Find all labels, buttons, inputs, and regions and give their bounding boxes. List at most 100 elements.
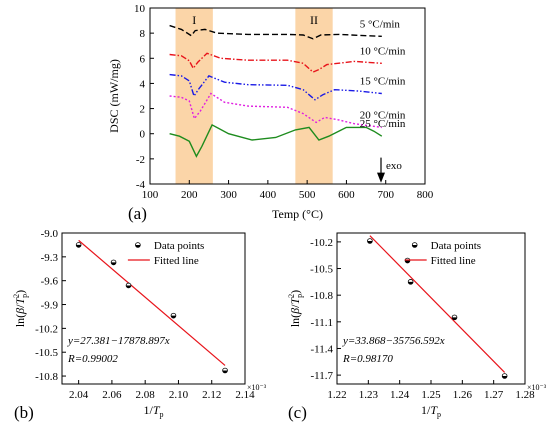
x-tick-label: 1.28 xyxy=(515,389,535,401)
legend-marker xyxy=(411,242,418,248)
y-axis-label: ln(β/T2p) xyxy=(12,290,29,327)
y-tick-label: -10.2 xyxy=(35,323,58,335)
data-point-fill xyxy=(76,244,82,248)
y-tick-label: -11.7 xyxy=(310,370,333,382)
legend-label-points: Data points xyxy=(431,240,481,252)
series-line xyxy=(169,92,382,129)
series-line xyxy=(169,52,382,73)
x-tick-label: 1.23 xyxy=(359,389,379,401)
series-line xyxy=(169,73,382,101)
data-point-fill xyxy=(111,262,116,265)
series-label: 10 °C/min xyxy=(360,45,406,57)
x-tick-label: 2.06 xyxy=(102,389,122,401)
fit-r-value: R=0.99002 xyxy=(67,353,118,365)
y-tick-label: 6 xyxy=(140,53,146,65)
x-axis-label: Temp (°C) xyxy=(272,207,323,221)
y-tick-label: -10.5 xyxy=(35,347,58,359)
fit-equation: y=27.381−17878.897x xyxy=(67,335,170,347)
y-tick-label: -9.9 xyxy=(41,300,59,312)
y-tick-label: -9.6 xyxy=(41,276,59,288)
y-tick-label: 4 xyxy=(140,78,146,90)
x-tick-label: 2.04 xyxy=(69,389,89,401)
data-point xyxy=(170,312,177,319)
y-tick-label: -2 xyxy=(136,154,145,166)
y-tick-label: -4 xyxy=(136,179,146,191)
plot-frame-a xyxy=(149,7,426,185)
legend-point-fill xyxy=(135,245,141,248)
y-tick-label: 2 xyxy=(140,104,146,116)
x-tick-label: 1.24 xyxy=(390,389,410,401)
y-axis-label: ln(β/T2p) xyxy=(287,290,304,327)
band-label: II xyxy=(310,13,318,27)
series-label: 25 °C/min xyxy=(360,118,406,130)
data-point xyxy=(451,314,458,321)
y-tick-label: -9.0 xyxy=(41,228,59,240)
data-point-fill xyxy=(405,260,410,263)
band-label: I xyxy=(192,13,196,27)
fit-equation: y=33.868−35756.592x xyxy=(342,335,445,347)
y-tick-label: -11.1 xyxy=(310,317,333,329)
exo-arrow-icon xyxy=(377,172,385,183)
fit-r-value: R=0.98170 xyxy=(342,353,393,365)
x-tick-label: 1.25 xyxy=(421,389,441,401)
panel-label-b: (b) xyxy=(14,403,34,422)
x-tick-label: 400 xyxy=(260,189,277,201)
legend-label-points: Data points xyxy=(154,240,204,252)
x-tick-label: 2.08 xyxy=(136,389,156,401)
legend-marker xyxy=(135,242,141,248)
data-point-fill xyxy=(452,317,457,320)
data-point-fill xyxy=(171,315,176,319)
panel-label-a: (a) xyxy=(128,204,147,223)
x-tick-label: 2.12 xyxy=(202,389,221,401)
x-tick-label: 1.27 xyxy=(484,389,504,401)
data-point-fill xyxy=(502,376,508,379)
x-axis-label: 1/Tp xyxy=(143,403,163,419)
data-point xyxy=(110,259,117,266)
legend-label-fit: Fitted line xyxy=(154,255,199,267)
band-1 xyxy=(175,8,213,184)
legend-point-fill xyxy=(412,245,418,248)
x-multiplier: ×10⁻³ xyxy=(247,383,267,392)
x-tick-label: 200 xyxy=(181,189,198,201)
data-point-fill xyxy=(408,281,414,285)
x-axis-label: 1/Tp xyxy=(421,403,441,419)
x-multiplier: ×10⁻³ xyxy=(527,383,547,392)
y-tick-label: -10.8 xyxy=(310,290,333,302)
x-tick-label: 500 xyxy=(299,189,316,201)
fitted-line xyxy=(78,239,226,366)
x-tick-label: 2.10 xyxy=(169,389,189,401)
y-tick-label: 8 xyxy=(140,28,146,40)
data-point-fill xyxy=(222,370,228,373)
data-point-fill xyxy=(367,240,373,244)
band-2 xyxy=(295,8,333,184)
y-tick-label: 10 xyxy=(134,3,146,15)
y-tick-label: -11.4 xyxy=(310,343,333,355)
data-point xyxy=(367,238,373,244)
x-tick-label: 800 xyxy=(417,189,434,201)
panel-label-c: (c) xyxy=(288,403,307,422)
series-label: 20 °C/min xyxy=(360,109,406,121)
y-tick-label: -9.3 xyxy=(41,252,59,264)
series-label: 15 °C/min xyxy=(360,75,406,87)
data-point-fill xyxy=(126,285,131,288)
x-tick-label: 100 xyxy=(142,189,159,201)
plot-frame-b xyxy=(61,232,246,385)
series-line xyxy=(169,123,383,158)
x-tick-label: 1.22 xyxy=(327,389,346,401)
y-tick-label: -10.8 xyxy=(35,371,58,383)
y-tick-label: -10.2 xyxy=(310,237,333,249)
y-tick-label: -10.5 xyxy=(310,264,333,276)
x-tick-label: 600 xyxy=(338,189,355,201)
data-point xyxy=(125,282,132,289)
series-label: 5 °C/min xyxy=(360,18,401,30)
x-tick-label: 700 xyxy=(377,189,394,201)
fitted-line xyxy=(369,235,506,373)
data-point xyxy=(407,279,414,285)
exo-label: exo xyxy=(386,160,402,172)
data-point xyxy=(75,242,82,248)
y-axis-label: DSC (mW/mg) xyxy=(107,59,121,133)
y-tick-label: 0 xyxy=(140,129,146,141)
x-tick-label: 300 xyxy=(220,189,237,201)
x-tick-label: 1.26 xyxy=(453,389,473,401)
